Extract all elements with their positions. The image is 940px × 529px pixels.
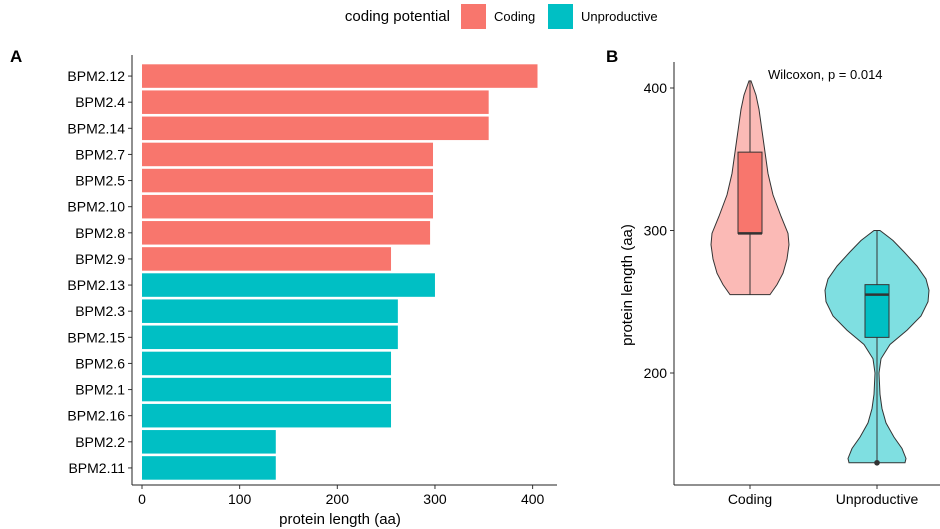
panel-a: A BPM2.12BPM2.4BPM2.14BPM2.7BPM2.5BPM2.1… xyxy=(10,47,557,528)
bar-bpm2-5 xyxy=(142,168,434,193)
b-y-tick-label-200: 200 xyxy=(644,365,668,381)
y-tick-label-bpm2-15: BPM2.15 xyxy=(67,329,125,345)
bar-bpm2-8 xyxy=(142,221,431,245)
x-tick-label-200: 200 xyxy=(326,491,350,507)
box-unproductive xyxy=(864,284,890,338)
bar-bpm2-1 xyxy=(142,377,392,402)
bar-bpm2-11 xyxy=(142,456,276,480)
bar-bpm2-13 xyxy=(142,273,435,297)
y-tick-label-bpm2-2: BPM2.2 xyxy=(75,434,125,450)
bar-bpm2-2 xyxy=(142,430,276,454)
panel-b-boxplots xyxy=(737,80,890,466)
bar-bpm2-10 xyxy=(142,194,434,219)
panel-a-letter: A xyxy=(10,47,22,66)
bar-bpm2-6 xyxy=(142,351,392,376)
legend-label-coding: Coding xyxy=(494,9,535,24)
y-tick-label-bpm2-11: BPM2.11 xyxy=(68,460,125,476)
y-tick-label-bpm2-16: BPM2.16 xyxy=(67,408,125,424)
y-tick-label-bpm2-7: BPM2.7 xyxy=(75,146,125,162)
panel-a-x-ticks: 0 100 200 300 400 xyxy=(138,485,545,507)
y-tick-label-bpm2-13: BPM2.13 xyxy=(67,277,125,293)
y-tick-label-bpm2-4: BPM2.4 xyxy=(75,94,125,110)
y-tick-label-bpm2-14: BPM2.14 xyxy=(67,120,125,136)
y-tick-label-bpm2-3: BPM2.3 xyxy=(75,303,125,319)
panel-a-bars xyxy=(142,64,538,480)
panel-b-violins xyxy=(710,80,930,464)
bar-bpm2-15 xyxy=(142,325,398,350)
bar-bpm2-3 xyxy=(142,299,398,323)
x-tick-label-400: 400 xyxy=(521,491,545,507)
panel-b-x-ticks: Coding Unproductive xyxy=(728,485,919,507)
legend-label-unproductive: Unproductive xyxy=(581,9,658,24)
panel-b-letter: B xyxy=(606,47,618,66)
panel-a-y-tick-labels: BPM2.12 BPM2.4 BPM2.14 BPM2.7 BPM2.5 BPM2.10 B… xyxy=(67,68,132,476)
box-coding xyxy=(737,151,763,234)
b-y-tick-label-300: 300 xyxy=(644,223,668,239)
x-tick-label-100: 100 xyxy=(228,491,252,507)
bar-bpm2-16 xyxy=(142,403,392,428)
panel-b: B 200 300 400 Coding Unproductive protein l… xyxy=(606,47,940,507)
b-x-tick-label-unproductive: Unproductive xyxy=(836,491,919,507)
y-tick-label-bpm2-9: BPM2.9 xyxy=(75,251,125,267)
legend-swatch-coding xyxy=(461,4,486,29)
bar-bpm2-4 xyxy=(142,90,489,114)
bar-bpm2-7 xyxy=(142,142,434,167)
y-tick-label-bpm2-12: BPM2.12 xyxy=(67,68,125,84)
legend: coding potential Coding Unproductive xyxy=(345,4,658,29)
x-tick-label-0: 0 xyxy=(138,491,146,507)
y-tick-label-bpm2-6: BPM2.6 xyxy=(75,355,125,371)
b-y-tick-label-400: 400 xyxy=(644,80,668,96)
y-tick-label-bpm2-1: BPM2.1 xyxy=(75,382,125,398)
legend-title: coding potential xyxy=(345,8,450,25)
outlier-unproductive-0 xyxy=(874,459,880,466)
bar-bpm2-12 xyxy=(142,64,538,88)
b-x-tick-label-coding: Coding xyxy=(728,491,772,507)
x-tick-label-300: 300 xyxy=(423,491,447,507)
y-tick-label-bpm2-10: BPM2.10 xyxy=(67,199,125,215)
legend-swatch-unproductive xyxy=(548,4,573,29)
y-tick-label-bpm2-8: BPM2.8 xyxy=(75,225,125,241)
bar-bpm2-9 xyxy=(142,247,392,271)
panel-b-y-ticks: 200 300 400 xyxy=(644,80,674,381)
bar-bpm2-14 xyxy=(142,116,489,141)
y-tick-label-bpm2-5: BPM2.5 xyxy=(75,173,125,189)
panel-a-x-axis-title: protein length (aa) xyxy=(279,511,401,528)
panel-b-annotation: Wilcoxon, p = 0.014 xyxy=(768,67,883,82)
panel-b-y-axis-title: protein length (aa) xyxy=(619,224,636,346)
